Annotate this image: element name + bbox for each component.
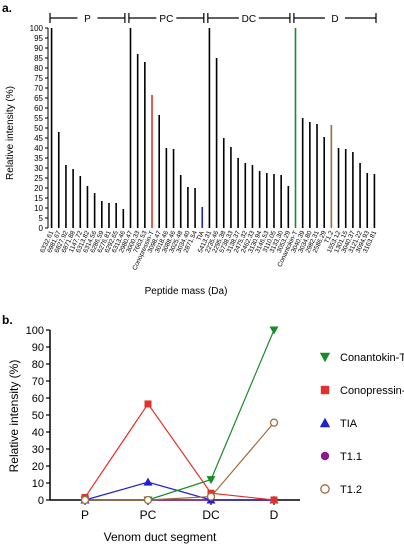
y-tick-label: 10 (34, 204, 43, 213)
panel-label-b: b. (2, 313, 13, 327)
y-tick-label: 85 (34, 54, 43, 63)
y-tick-label: 20 (32, 461, 44, 473)
y-tick-label: 100 (30, 24, 44, 33)
segment-label-bg (156, 12, 177, 24)
data-point (320, 451, 330, 461)
legend: Conantokin-T Conopressin-T TIA T1.1 T1.2 (319, 352, 404, 496)
y-tick-label: 0 (38, 495, 44, 507)
y-tick-label: 30 (34, 164, 43, 173)
series-line (85, 422, 275, 501)
y-tick-label: 35 (34, 154, 43, 163)
data-point (206, 492, 216, 501)
x-axis-title-a: Peptide mass (Da) (145, 286, 228, 297)
x-tick-labels-a: 6332.616981.676827.926871.881147.726313.… (39, 229, 378, 271)
segment-label: PC (159, 14, 173, 25)
y-tick-label: 30 (32, 444, 44, 456)
legend-label: TIA (340, 418, 358, 430)
x-tick-label: D (270, 508, 279, 522)
series-line (84, 481, 274, 501)
segment-label: D (331, 14, 338, 25)
segment-label: DC (242, 14, 256, 25)
bar-chart-panel: a. P PC DC D 051015202530354045505560657075… (2, 1, 378, 297)
y-axis-b: 0 10 20 30 40 50 60 70 80 90 100 (26, 325, 51, 507)
data-point (206, 476, 216, 485)
y-tick-label: 60 (34, 104, 43, 113)
y-tick-label: 90 (34, 44, 43, 53)
legend-label: T1.2 (340, 484, 362, 496)
y-axis-title-b: Relative intensity (%) (7, 360, 21, 473)
x-tick-label: PC (140, 508, 157, 522)
y-tick-label: 15 (34, 194, 43, 203)
y-tick-label: 40 (34, 144, 43, 153)
y-tick-label: 5 (39, 214, 44, 223)
y-tick-label: 45 (34, 134, 43, 143)
x-tick-label: TIA (195, 229, 206, 242)
y-tick-label: 20 (34, 184, 43, 193)
segment-label-bg (238, 12, 259, 24)
y-axis-title-a: Relative intensity (%) (5, 86, 16, 180)
data-point (80, 495, 90, 505)
y-tick-label: 65 (34, 94, 43, 103)
y-tick-label: 50 (34, 124, 43, 133)
y-tick-label: 10 (32, 478, 44, 490)
data-point (320, 385, 330, 395)
data-point (144, 400, 152, 408)
series-line (85, 329, 275, 501)
y-tick-label: 60 (32, 393, 44, 405)
data-point (143, 477, 153, 486)
y-tick-label: 80 (32, 359, 44, 371)
y-tick-label: 100 (26, 325, 44, 337)
y-tick-label: 90 (32, 342, 44, 354)
data-point (269, 326, 279, 335)
data-point (319, 352, 331, 363)
x-axis-title-b: Venom duct segment (104, 530, 217, 544)
y-tick-label: 80 (34, 64, 43, 73)
y-tick-label: 95 (34, 34, 43, 43)
segment-label-bg (324, 12, 345, 24)
segment-brackets: P PC DC D (49, 12, 377, 25)
y-tick-label: 25 (34, 174, 43, 183)
y-tick-label: 70 (34, 84, 43, 93)
y-tick-label: 55 (34, 114, 43, 123)
segment-label-bg (77, 12, 98, 24)
series-line (84, 402, 275, 501)
legend-label: Conopressin-T (340, 385, 404, 397)
data-point (320, 484, 330, 494)
y-tick-label: 70 (32, 376, 44, 388)
x-tick-label: P (81, 508, 89, 522)
y-tick-label: 75 (34, 74, 43, 83)
data-point (319, 417, 331, 428)
panel-label-a: a. (2, 1, 12, 15)
line-chart-panel: b. 0 10 20 30 40 50 60 70 80 90 100 P PC DC D Conanto… (2, 313, 404, 544)
series-lines (80, 326, 279, 505)
legend-label: T1.1 (340, 451, 362, 463)
y-tick-label: 0 (39, 224, 44, 233)
legend-label: Conantokin-T (340, 352, 404, 364)
x-tick-label: DC (202, 508, 220, 522)
data-point (143, 495, 153, 505)
y-tick-label: 50 (32, 410, 44, 422)
data-point (269, 418, 279, 427)
data-point (270, 496, 278, 504)
segment-label: P (84, 14, 91, 25)
y-tick-label: 40 (32, 427, 44, 439)
y-axis-a: 0510152025303540455055606570758085909510… (30, 24, 49, 233)
bars (50, 28, 376, 228)
